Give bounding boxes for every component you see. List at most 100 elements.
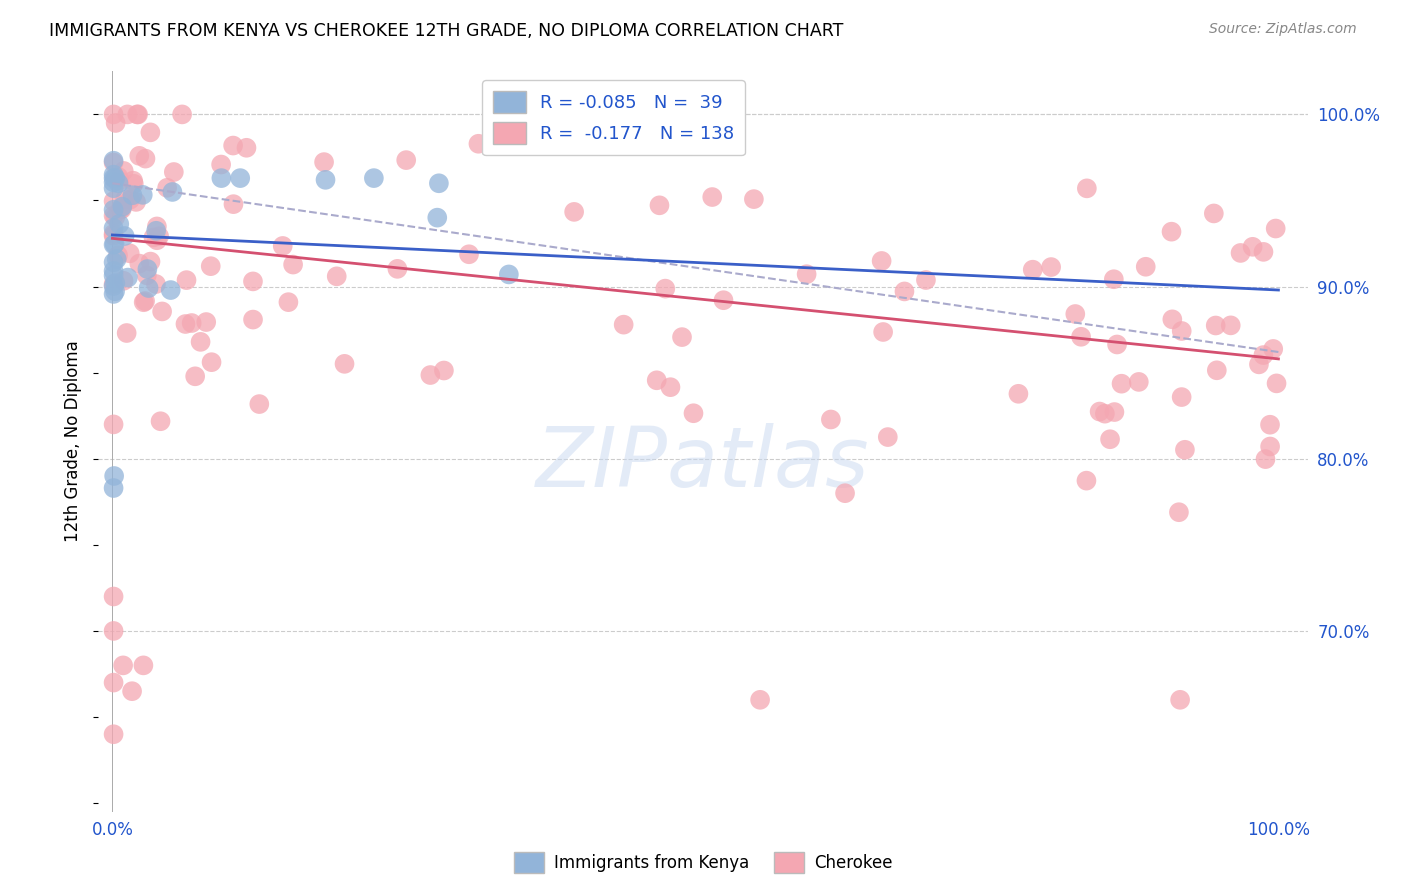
Point	[142, 230, 165, 244]
Point	[132, 658, 155, 673]
Point	[1160, 225, 1182, 239]
Point	[659, 380, 682, 394]
Point	[222, 197, 245, 211]
Point	[1094, 407, 1116, 421]
Point	[498, 268, 520, 282]
Legend: Immigrants from Kenya, Cherokee: Immigrants from Kenya, Cherokee	[508, 846, 898, 880]
Point	[138, 281, 160, 295]
Point	[242, 312, 264, 326]
Point	[671, 330, 693, 344]
Point	[562, 205, 585, 219]
Point	[103, 168, 125, 182]
Point	[121, 188, 143, 202]
Point	[363, 171, 385, 186]
Point	[1111, 376, 1133, 391]
Point	[128, 256, 150, 270]
Point	[820, 412, 842, 426]
Point	[1135, 260, 1157, 274]
Point	[103, 624, 125, 638]
Point	[112, 274, 135, 288]
Point	[200, 259, 222, 273]
Point	[117, 270, 139, 285]
Point	[114, 229, 136, 244]
Point	[613, 318, 636, 332]
Point	[1253, 348, 1275, 362]
Point	[1088, 404, 1111, 418]
Point	[103, 194, 125, 209]
Point	[713, 293, 735, 308]
Point	[121, 684, 143, 698]
Point	[315, 173, 337, 187]
Point	[325, 269, 347, 284]
Point	[134, 152, 156, 166]
Point	[395, 153, 418, 167]
Point	[1263, 342, 1285, 356]
Point	[103, 469, 125, 483]
Point	[117, 107, 139, 121]
Point	[1241, 240, 1264, 254]
Point	[159, 283, 181, 297]
Point	[693, 127, 716, 141]
Point	[1168, 505, 1191, 519]
Point	[104, 116, 127, 130]
Point	[1070, 330, 1092, 344]
Point	[145, 277, 167, 291]
Point	[139, 125, 162, 139]
Point	[107, 248, 129, 262]
Text: IMMIGRANTS FROM KENYA VS CHEROKEE 12TH GRADE, NO DIPLOMA CORRELATION CHART: IMMIGRANTS FROM KENYA VS CHEROKEE 12TH G…	[49, 22, 844, 40]
Text: ZIPatlas: ZIPatlas	[536, 423, 870, 504]
Point	[103, 155, 125, 169]
Point	[333, 357, 356, 371]
Point	[242, 274, 264, 288]
Point	[1022, 262, 1045, 277]
Point	[146, 219, 169, 234]
Point	[103, 181, 125, 195]
Point	[229, 171, 252, 186]
Point	[654, 282, 676, 296]
Point	[1104, 405, 1126, 419]
Point	[103, 171, 125, 186]
Point	[427, 176, 450, 190]
Point	[184, 369, 207, 384]
Point	[105, 252, 128, 266]
Point	[103, 202, 125, 217]
Point	[834, 486, 856, 500]
Point	[1253, 244, 1275, 259]
Point	[139, 254, 162, 268]
Point	[1076, 181, 1098, 195]
Point	[180, 316, 202, 330]
Point	[128, 149, 150, 163]
Point	[111, 202, 134, 217]
Point	[103, 221, 125, 235]
Point	[872, 325, 894, 339]
Point	[103, 237, 125, 252]
Point	[467, 136, 489, 151]
Point	[103, 279, 125, 293]
Point	[104, 276, 127, 290]
Point	[870, 254, 893, 268]
Point	[1168, 693, 1191, 707]
Point	[103, 107, 125, 121]
Point	[915, 273, 938, 287]
Point	[1205, 363, 1227, 377]
Point	[127, 107, 149, 121]
Point	[195, 315, 218, 329]
Point	[682, 406, 704, 420]
Point	[247, 397, 270, 411]
Point	[222, 138, 245, 153]
Point	[162, 185, 184, 199]
Point	[135, 268, 157, 283]
Point	[209, 157, 232, 171]
Point	[174, 317, 197, 331]
Point	[281, 258, 304, 272]
Point	[132, 187, 155, 202]
Point	[1170, 390, 1192, 404]
Legend: R = -0.085   N =  39, R =  -0.177   N = 138: R = -0.085 N = 39, R = -0.177 N = 138	[482, 80, 745, 155]
Point	[103, 277, 125, 292]
Point	[209, 171, 232, 186]
Point	[103, 227, 125, 241]
Point	[104, 211, 127, 225]
Point	[312, 155, 335, 169]
Point	[1265, 376, 1288, 391]
Point	[1099, 432, 1122, 446]
